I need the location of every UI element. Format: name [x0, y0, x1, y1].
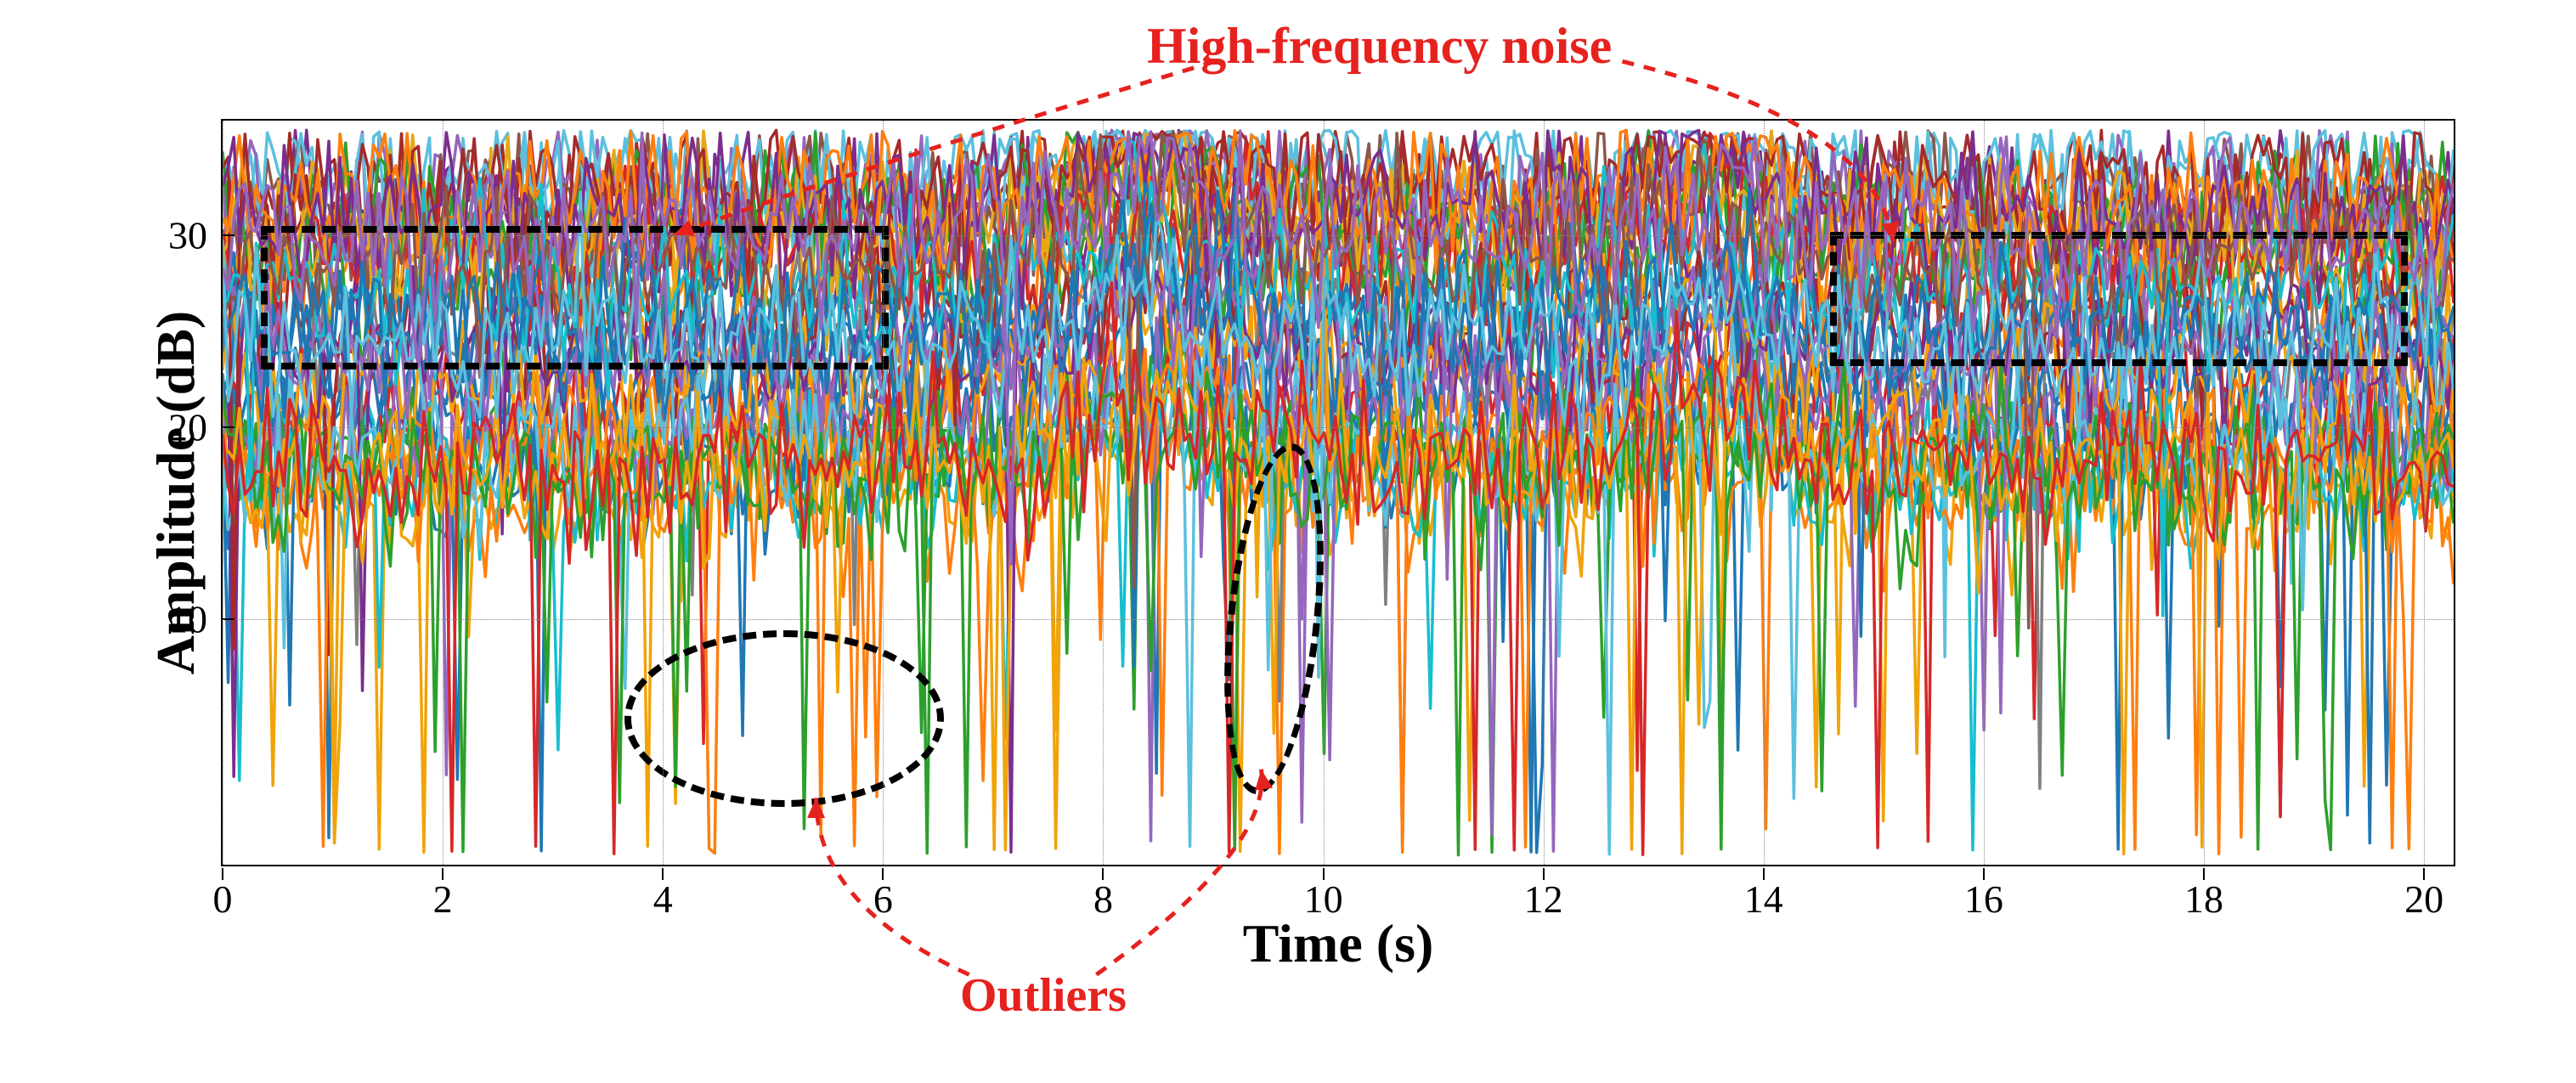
x-tick-label: 20	[2404, 877, 2443, 922]
x-tick-label: 14	[1744, 877, 1783, 922]
y-tick	[223, 426, 234, 428]
x-tick-label: 16	[1964, 877, 2003, 922]
x-tick-label: 0	[213, 877, 233, 922]
grid-line-v	[1984, 121, 1985, 865]
grid-line-v	[1324, 121, 1325, 865]
x-tick-label: 8	[1093, 877, 1113, 922]
y-tick-label: 30	[168, 213, 207, 258]
x-tick-label: 18	[2184, 877, 2223, 922]
grid-line-h	[223, 619, 2454, 620]
grid-line-v	[1544, 121, 1545, 865]
x-tick-label: 12	[1524, 877, 1563, 922]
grid-line-v	[663, 121, 664, 865]
grid-line-h	[223, 235, 2454, 236]
x-axis-label: Time (s)	[1243, 912, 1434, 975]
annotation-hf-noise-title: High-frequency noise	[1147, 17, 1612, 76]
grid-line-h	[223, 427, 2454, 428]
grid-line-v	[2204, 121, 2205, 865]
x-tick-label: 4	[653, 877, 673, 922]
chart-container: High-frequency noise Amplitude (dB) Time…	[144, 17, 2540, 1070]
grid-line-v	[1103, 121, 1104, 865]
x-tick-label: 6	[873, 877, 893, 922]
x-tick-label: 10	[1304, 877, 1343, 922]
annotation-outliers-label: Outliers	[960, 968, 1127, 1023]
grid-line-v	[2424, 121, 2425, 865]
y-tick	[223, 234, 234, 236]
hf-noise-rect-right	[1830, 232, 2408, 366]
y-tick	[223, 618, 234, 620]
grid-line-v	[883, 121, 884, 865]
grid-line-v	[1764, 121, 1765, 865]
outlier-ellipse-left	[624, 630, 944, 807]
plot-area: Amplitude (dB) Time (s) 1020300246810121…	[221, 119, 2455, 866]
hf-noise-rect-left	[261, 226, 888, 369]
x-tick-label: 2	[433, 877, 453, 922]
y-tick-label: 10	[168, 596, 207, 641]
y-tick-label: 20	[168, 405, 207, 450]
